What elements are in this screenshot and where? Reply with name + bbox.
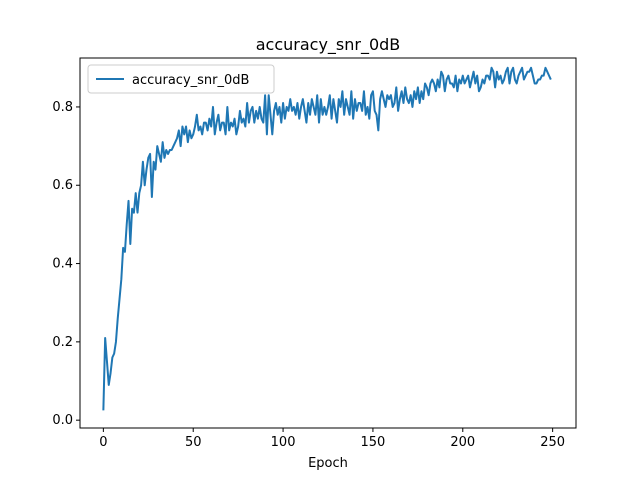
- x-tick-label: 150: [361, 435, 386, 450]
- chart-title: accuracy_snr_0dB: [256, 35, 401, 55]
- x-axis-title: Epoch: [308, 456, 348, 471]
- y-tick-label: 0.2: [52, 335, 73, 350]
- y-tick-label: 0.0: [52, 413, 73, 428]
- y-tick-label: 0.4: [52, 257, 73, 272]
- x-tick-label: 0: [99, 435, 107, 450]
- x-tick-label: 100: [271, 435, 296, 450]
- axes-frame: [79, 57, 577, 429]
- y-axis-ticks: 0.0 0.2 0.4 0.6 0.8: [52, 100, 80, 428]
- series-layer: [102, 66, 552, 411]
- y-tick-label: 0.8: [52, 100, 73, 115]
- x-tick-label: 200: [450, 435, 475, 450]
- plot-area: 0 50 100 150 200 250 0.0 0.2 0.4 0.6 0.8 accuracy…: [52, 57, 577, 450]
- legend: accuracy_snr_0dB: [87, 64, 275, 94]
- legend-label: accuracy_snr_0dB: [132, 73, 249, 88]
- series-line-accuracy_snr_0dB: [102, 66, 552, 411]
- x-tick-label: 50: [185, 435, 202, 450]
- x-tick-label: 250: [540, 435, 565, 450]
- y-tick-label: 0.6: [52, 178, 73, 193]
- x-axis-ticks: 0 50 100 150 200 250: [99, 428, 565, 450]
- legend-box: [87, 64, 275, 94]
